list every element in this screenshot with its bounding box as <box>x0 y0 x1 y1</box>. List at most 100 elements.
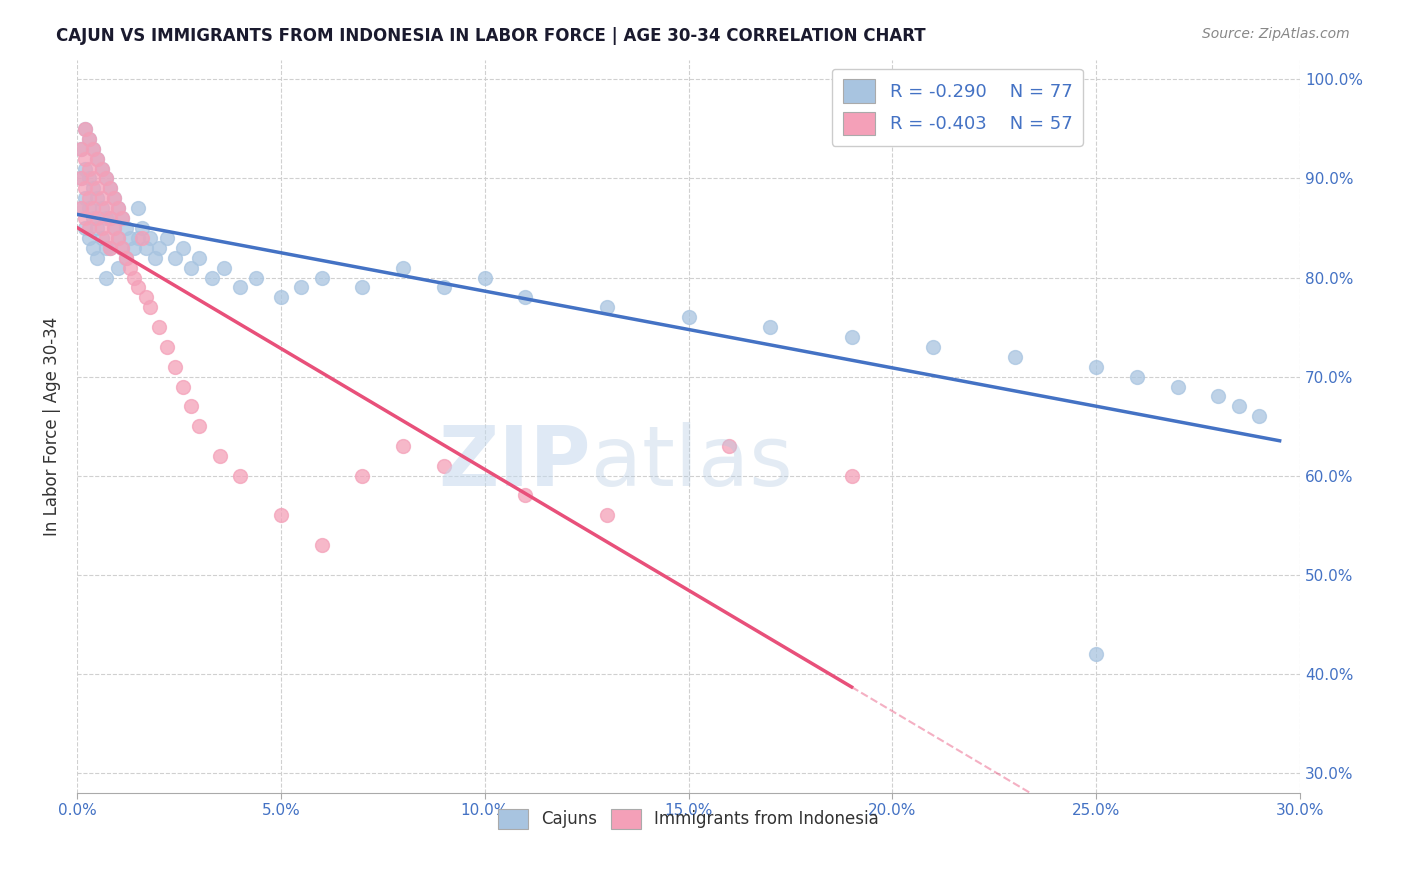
Point <box>90 231 112 245</box>
Point <box>156 231 179 245</box>
Point <box>107 201 129 215</box>
Point <box>103 221 125 235</box>
Point <box>270 508 292 523</box>
Point <box>82 142 104 156</box>
Point <box>759 320 782 334</box>
Point <box>1249 409 1271 424</box>
Point <box>79 191 101 205</box>
Point <box>98 241 121 255</box>
Point <box>352 468 374 483</box>
Point <box>245 270 267 285</box>
Point <box>131 231 153 245</box>
Point <box>172 241 194 255</box>
Point <box>94 211 117 226</box>
Point <box>98 181 121 195</box>
Text: CAJUN VS IMMIGRANTS FROM INDONESIA IN LABOR FORCE | AGE 30-34 CORRELATION CHART: CAJUN VS IMMIGRANTS FROM INDONESIA IN LA… <box>56 27 927 45</box>
Point <box>94 201 117 215</box>
Point <box>103 221 125 235</box>
Point <box>90 161 112 176</box>
Point <box>86 152 108 166</box>
Point <box>678 310 700 325</box>
Point <box>75 161 97 176</box>
Point <box>90 201 112 215</box>
Point <box>94 171 117 186</box>
Point <box>433 280 456 294</box>
Point <box>135 290 157 304</box>
Point <box>75 122 97 136</box>
Point <box>79 132 101 146</box>
Point <box>107 231 129 245</box>
Point <box>392 439 415 453</box>
Y-axis label: In Labor Force | Age 30-34: In Labor Force | Age 30-34 <box>44 317 60 536</box>
Point <box>82 201 104 215</box>
Point <box>131 221 153 235</box>
Point <box>94 270 117 285</box>
Point <box>107 231 129 245</box>
Point <box>135 241 157 255</box>
Point <box>107 260 129 275</box>
Point <box>1167 379 1189 393</box>
Point <box>148 241 170 255</box>
Point <box>70 171 93 186</box>
Point <box>120 231 142 245</box>
Point <box>82 171 104 186</box>
Point <box>290 280 312 294</box>
Point <box>596 300 619 314</box>
Point <box>111 211 134 226</box>
Point <box>103 191 125 205</box>
Point <box>86 221 108 235</box>
Point <box>127 231 149 245</box>
Point <box>90 161 112 176</box>
Point <box>75 221 97 235</box>
Point <box>229 280 252 294</box>
Point <box>229 468 252 483</box>
Point <box>82 142 104 156</box>
Point <box>103 191 125 205</box>
Point <box>180 400 202 414</box>
Text: ZIP: ZIP <box>439 422 591 503</box>
Point <box>70 201 93 215</box>
Point <box>127 280 149 294</box>
Point <box>79 171 101 186</box>
Point <box>122 270 145 285</box>
Point <box>79 161 101 176</box>
Point <box>148 320 170 334</box>
Point <box>188 251 211 265</box>
Point <box>127 201 149 215</box>
Point <box>433 458 456 473</box>
Point <box>75 211 97 226</box>
Point <box>115 221 138 235</box>
Point <box>212 260 235 275</box>
Point <box>270 796 292 810</box>
Text: Source: ZipAtlas.com: Source: ZipAtlas.com <box>1202 27 1350 41</box>
Point <box>515 290 537 304</box>
Point <box>718 439 741 453</box>
Point <box>90 221 112 235</box>
Point <box>143 251 166 265</box>
Point <box>1126 369 1149 384</box>
Point <box>311 270 333 285</box>
Point <box>98 211 121 226</box>
Point <box>70 142 93 156</box>
Point <box>139 231 162 245</box>
Point <box>86 251 108 265</box>
Point <box>86 181 108 195</box>
Point <box>311 538 333 552</box>
Point <box>94 171 117 186</box>
Point <box>163 251 186 265</box>
Point <box>75 152 97 166</box>
Point <box>79 221 101 235</box>
Point <box>98 181 121 195</box>
Point <box>94 241 117 255</box>
Point <box>90 191 112 205</box>
Point <box>86 211 108 226</box>
Point <box>79 231 101 245</box>
Legend: Cajuns, Immigrants from Indonesia: Cajuns, Immigrants from Indonesia <box>492 802 886 836</box>
Point <box>111 241 134 255</box>
Point <box>79 132 101 146</box>
Point <box>86 191 108 205</box>
Point <box>156 340 179 354</box>
Point <box>70 142 93 156</box>
Point <box>115 251 138 265</box>
Point <box>180 260 202 275</box>
